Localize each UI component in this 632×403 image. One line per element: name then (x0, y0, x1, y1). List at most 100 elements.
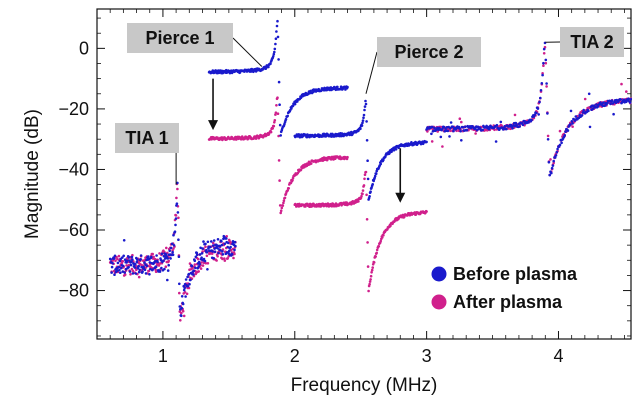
before-point (279, 134, 283, 137)
after-point (223, 257, 226, 260)
before-point (182, 288, 186, 292)
before-point (276, 35, 280, 39)
before-point (193, 259, 197, 263)
before-point (494, 140, 498, 143)
before-point (348, 133, 352, 137)
after-point (304, 205, 307, 208)
before-point (166, 278, 169, 282)
after-point (280, 206, 284, 210)
shift-arrowhead (395, 192, 406, 203)
before-point (568, 123, 572, 126)
before-point (362, 116, 365, 119)
before-point (188, 282, 191, 286)
before-point (275, 30, 278, 33)
before-point (629, 98, 632, 101)
before-point (511, 127, 514, 130)
after-point (286, 189, 290, 192)
before-point (364, 102, 368, 106)
before-point (113, 273, 116, 277)
before-point (363, 105, 367, 108)
before-point (628, 101, 632, 104)
before-point (110, 265, 114, 269)
before-point (183, 286, 186, 290)
after-point (371, 266, 375, 269)
after-point (164, 265, 168, 269)
before-point (361, 121, 364, 125)
before-point (127, 265, 130, 269)
before-point (186, 285, 190, 288)
after-point (330, 205, 334, 208)
before-point (360, 124, 364, 127)
before-point (138, 268, 141, 272)
before-point (278, 103, 281, 106)
before-point (499, 120, 503, 124)
before-point (560, 141, 563, 145)
before-point (151, 268, 154, 271)
callout-pointer (232, 37, 263, 67)
before-point (137, 270, 141, 274)
before-point (212, 239, 216, 242)
before-point (134, 263, 137, 266)
plot-frame (96, 8, 632, 340)
after-point (571, 125, 574, 128)
after-point (360, 194, 363, 198)
before-point (187, 272, 191, 276)
before-point (203, 259, 207, 263)
before-point (458, 127, 462, 130)
before-point (158, 270, 162, 273)
after-point (366, 241, 369, 244)
before-point (117, 265, 121, 269)
after-point (542, 64, 545, 67)
before-point (141, 270, 144, 273)
after-point (199, 267, 203, 270)
before-point (192, 273, 195, 276)
x-tick-label: 2 (290, 346, 300, 366)
callout-box (115, 123, 179, 153)
before-point (627, 97, 630, 100)
before-point (128, 270, 132, 273)
before-point (610, 99, 614, 102)
before-point (538, 100, 541, 104)
before-point (127, 256, 131, 259)
before-point (134, 272, 138, 275)
before-point (148, 273, 151, 276)
before-point (362, 113, 366, 117)
after-point (545, 85, 548, 88)
callout-label: TIA 1 (125, 128, 168, 148)
after-point (367, 289, 370, 293)
legend: Before plasma After plasma (431, 264, 578, 312)
before-point (129, 263, 133, 267)
before-point (537, 113, 540, 116)
after-point (278, 179, 281, 182)
y-tick-label: −20 (58, 99, 89, 119)
after-point (174, 214, 178, 217)
before-point (379, 162, 383, 166)
before-point (459, 129, 462, 133)
before-point (206, 240, 210, 244)
after-point (165, 246, 168, 250)
after-point (277, 134, 280, 138)
before-point (547, 160, 551, 164)
before-point (555, 150, 559, 154)
after-point (232, 256, 235, 260)
before-point (451, 125, 455, 128)
before-point (136, 258, 139, 261)
before-point (556, 147, 559, 151)
before-point (296, 100, 299, 103)
before-point (539, 96, 542, 100)
before-point (194, 255, 198, 259)
before-point (359, 127, 362, 131)
before-point (148, 261, 152, 264)
before-point (373, 174, 377, 178)
before-point (118, 268, 121, 272)
before-point (364, 99, 367, 103)
before-point (174, 223, 177, 227)
before-point (131, 272, 135, 275)
before-point (110, 271, 113, 274)
before-point (227, 249, 231, 253)
before-point (284, 117, 288, 121)
after-point (151, 252, 154, 256)
before-point (175, 202, 179, 205)
after-point (233, 252, 236, 256)
after-point (215, 259, 218, 262)
